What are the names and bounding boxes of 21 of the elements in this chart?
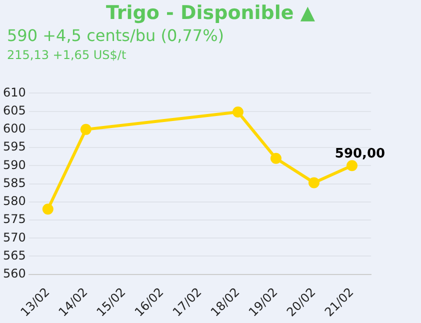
y-tick-label: 590 xyxy=(3,158,26,172)
y-tick-label: 595 xyxy=(3,140,26,154)
point xyxy=(346,160,358,172)
y-tick-label: 610 xyxy=(3,85,26,100)
y-tick-label: 565 xyxy=(3,248,26,262)
point xyxy=(42,204,54,215)
data-label: 590,00 xyxy=(334,146,386,162)
chart-title: Trigo - Disponible ▲ xyxy=(104,2,316,24)
point xyxy=(80,124,92,135)
y-tick-label: 605 xyxy=(3,103,26,118)
chart-subtitle: 590 +4,5 cents/bu (0,77%) xyxy=(7,26,226,45)
y-tick-label: 570 xyxy=(3,230,26,244)
point xyxy=(270,152,282,164)
point xyxy=(232,106,244,118)
text: 215,13 +1,65 US$/t xyxy=(7,48,128,62)
y-tick-label: 560 xyxy=(3,266,26,280)
y-tick-label: 585 xyxy=(3,176,26,190)
y-tick-label: 600 xyxy=(3,122,26,136)
y-tick-label: 580 xyxy=(3,194,26,208)
y-tick-label: 575 xyxy=(3,212,26,226)
point xyxy=(308,177,320,188)
